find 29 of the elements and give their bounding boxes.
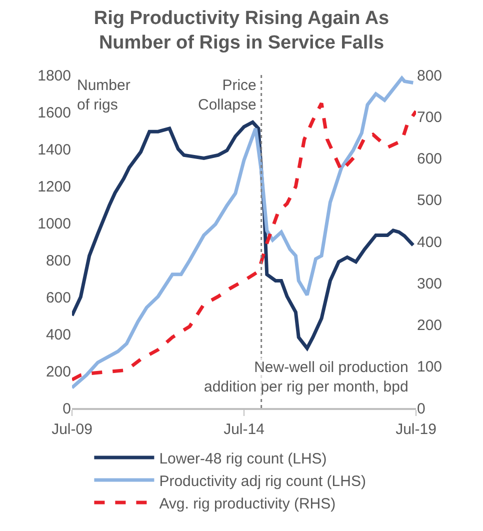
y-tick-label: 800 — [46, 252, 71, 270]
y-tick-label: 200 — [46, 363, 71, 380]
y-tick-label: 1000 — [38, 215, 71, 232]
annotation: Number of rigs — [77, 77, 130, 114]
y-tick-label: 600 — [46, 289, 71, 306]
y2-tick-label: 200 — [417, 317, 442, 334]
y-tick-label: 0 — [62, 400, 71, 418]
x-tick-label: Jul-19 — [396, 420, 436, 438]
y2-tick-label: 500 — [417, 192, 442, 210]
y2-tick-label: 0 — [417, 400, 426, 418]
y-tick-label: 1200 — [38, 178, 71, 196]
y2-tick-label: 800 — [417, 67, 442, 84]
annotation: New-well oil production addition per rig per month, bpd — [204, 359, 408, 396]
y2-tick-label: 400 — [417, 234, 442, 251]
legend-label: Lower-48 rig count (LHS) — [159, 450, 327, 468]
y2-tick-label: 300 — [417, 275, 442, 292]
ref-line-label: Price Collapse — [198, 77, 256, 114]
x-tick-label: Jul-09 — [52, 420, 92, 438]
y-tick-label: 400 — [46, 326, 71, 344]
y2-tick-label: 100 — [417, 358, 442, 376]
legend-label: Productivity adj rig count (LHS) — [159, 472, 366, 490]
chart-title: Rig Productivity Rising Again As Number of Rigs in Service Falls — [94, 8, 390, 54]
x-tick-label: Jul-14 — [224, 420, 264, 438]
y-tick-label: 1800 — [38, 67, 71, 84]
y2-tick-label: 700 — [417, 108, 442, 126]
y-tick-label: 1600 — [38, 104, 71, 122]
y-tick-label: 1400 — [38, 141, 71, 158]
y2-tick-label: 600 — [417, 150, 442, 168]
legend-label: Avg. rig productivity (RHS) — [159, 495, 336, 512]
